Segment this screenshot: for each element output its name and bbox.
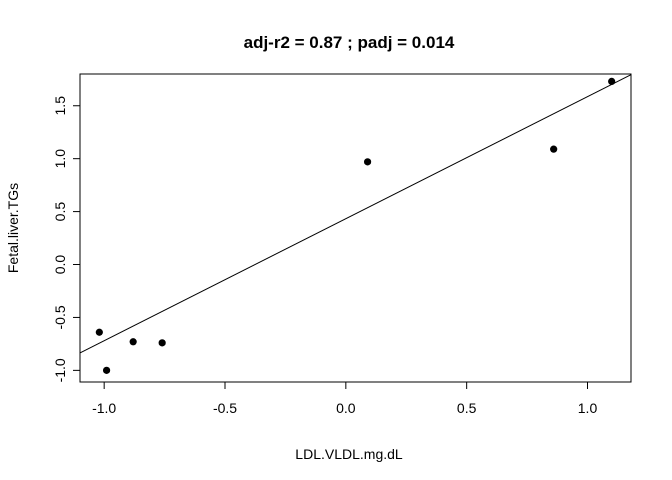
y-tick-label: 0.5 [52,202,68,222]
x-tick-label: 0.0 [336,400,356,416]
data-points [95,77,616,374]
y-axis: -1.0 -0.5 0.0 0.5 1.0 1.5 [52,96,81,382]
data-point [608,77,616,86]
x-axis-label: LDL.VLDL.mg.dL [295,446,403,462]
y-tick-label: -0.5 [52,305,68,329]
data-point [95,328,103,336]
x-axis: -1.0 -0.5 0.0 0.5 1.0 [92,381,598,416]
plot-frame [79,73,632,383]
y-tick-label: 1.5 [52,96,68,116]
x-tick-label: 0.5 [457,400,477,416]
plot-area [79,74,632,374]
data-point [158,339,166,347]
x-tick-label: 1.0 [578,400,598,416]
data-point [363,158,372,166]
y-tick-label: -1.0 [52,358,68,382]
x-tick-label: -1.0 [92,400,116,416]
y-axis-label: Fetal.liver.TGs [5,183,21,273]
data-point [129,338,137,346]
y-tick-label: 0.0 [52,255,68,275]
regression-line [79,74,632,354]
x-tick-label: -0.5 [213,400,237,416]
data-point [102,366,111,374]
chart-title: adj-r2 = 0.87 ; padj = 0.014 [244,33,455,52]
y-tick-label: 1.0 [52,149,68,169]
data-point [550,145,558,153]
